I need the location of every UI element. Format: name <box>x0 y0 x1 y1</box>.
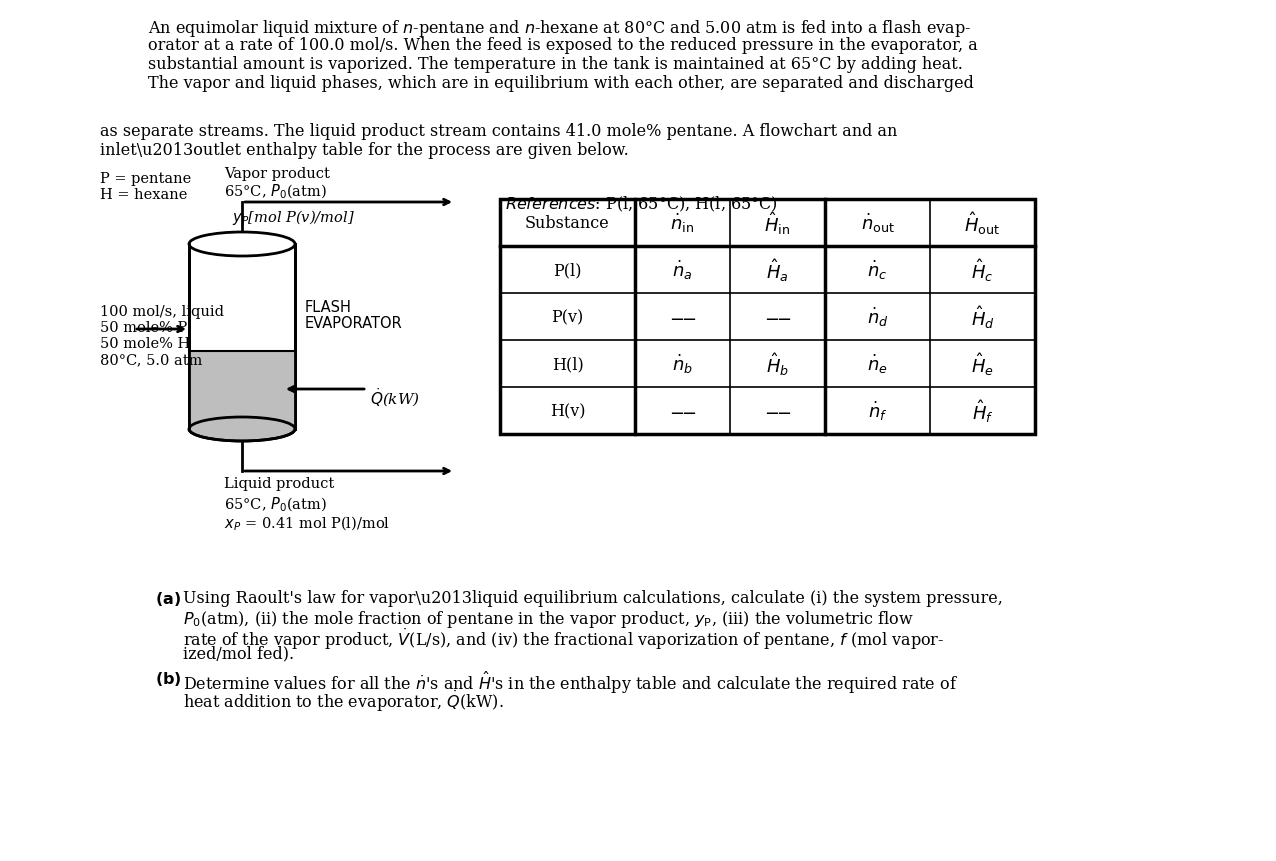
Text: as separate streams. The liquid product stream contains 41.0 mole% pentane. A fl: as separate streams. The liquid product … <box>100 123 897 139</box>
Text: orator at a rate of 100.0 mol/s. When the feed is exposed to the reduced pressur: orator at a rate of 100.0 mol/s. When th… <box>148 37 977 54</box>
Text: 65°C, $P_0$(atm): 65°C, $P_0$(atm) <box>225 495 327 514</box>
Text: $\dot{n}_{\mathrm{out}}$: $\dot{n}_{\mathrm{out}}$ <box>860 212 894 235</box>
Text: $\dot{n}_d$: $\dot{n}_d$ <box>866 306 888 329</box>
Text: $-\!\!-$: $-\!\!-$ <box>669 308 697 326</box>
Text: substantial amount is vaporized. The temperature in the tank is maintained at 65: substantial amount is vaporized. The tem… <box>148 56 963 73</box>
Text: $y_P$[mol P(v)/mol]: $y_P$[mol P(v)/mol] <box>232 208 355 226</box>
Text: Substance: Substance <box>526 214 610 232</box>
Text: $\hat{H}_c$: $\hat{H}_c$ <box>971 257 994 283</box>
Text: 80°C, 5.0 atm: 80°C, 5.0 atm <box>100 353 203 367</box>
Text: $\hat{H}_{\mathrm{out}}$: $\hat{H}_{\mathrm{out}}$ <box>965 210 1000 237</box>
Text: $\dot{n}_f$: $\dot{n}_f$ <box>868 400 887 423</box>
Text: $\hat{H}_{\mathrm{in}}$: $\hat{H}_{\mathrm{in}}$ <box>764 210 791 237</box>
Text: $\dot{n}_a$: $\dot{n}_a$ <box>672 258 693 282</box>
Text: $\dot{n}_c$: $\dot{n}_c$ <box>868 258 888 282</box>
Text: $-\!\!-$: $-\!\!-$ <box>763 308 791 326</box>
Text: FLASH: FLASH <box>305 300 352 314</box>
Bar <box>189 352 295 430</box>
Text: $\mathit{References}$: P(l, 65°C), H(l, 65°C): $\mathit{References}$: P(l, 65°C), H(l, … <box>505 195 778 214</box>
Bar <box>189 245 295 430</box>
Text: Determine values for all the $\dot{n}$'s and $\hat{H}$'s in the enthalpy table a: Determine values for all the $\dot{n}$'s… <box>182 669 958 695</box>
Ellipse shape <box>189 232 295 257</box>
Text: $\hat{H}_a$: $\hat{H}_a$ <box>766 257 789 283</box>
Text: ized/mol fed).: ized/mol fed). <box>182 645 295 662</box>
Text: EVAPORATOR: EVAPORATOR <box>305 316 403 331</box>
Text: $-\!\!-$: $-\!\!-$ <box>669 402 697 420</box>
Text: H(l): H(l) <box>551 356 583 373</box>
Bar <box>500 200 1035 435</box>
Text: Liquid product: Liquid product <box>225 476 334 491</box>
Text: P(l): P(l) <box>554 262 582 279</box>
Text: Vapor product: Vapor product <box>225 167 330 181</box>
Text: $\hat{H}_f$: $\hat{H}_f$ <box>971 398 994 424</box>
Text: inlet\u2013outlet enthalpy table for the process are given below.: inlet\u2013outlet enthalpy table for the… <box>100 142 629 158</box>
Text: 65°C, $P_0$(atm): 65°C, $P_0$(atm) <box>225 183 327 201</box>
Text: heat addition to the evaporator, $\dot{Q}$(kW).: heat addition to the evaporator, $\dot{Q… <box>182 688 504 713</box>
Text: $\dot{n}_e$: $\dot{n}_e$ <box>868 352 888 375</box>
Text: 100 mol/s, liquid: 100 mol/s, liquid <box>100 305 225 319</box>
Text: H(v): H(v) <box>550 403 586 419</box>
Text: P(v): P(v) <box>551 308 583 325</box>
Text: An equimolar liquid mixture of $n$-pentane and $n$-hexane at 80°C and 5.00 atm i: An equimolar liquid mixture of $n$-penta… <box>148 18 971 39</box>
Text: Using Raoult's law for vapor\u2013liquid equilibrium calculations, calculate (i): Using Raoult's law for vapor\u2013liquid… <box>182 589 1003 606</box>
Text: $\mathbf{(a)}$: $\mathbf{(a)}$ <box>154 589 181 607</box>
Ellipse shape <box>189 418 295 442</box>
Text: 50 mole% P: 50 mole% P <box>100 320 188 335</box>
Text: $\hat{H}_e$: $\hat{H}_e$ <box>971 350 994 377</box>
Text: The vapor and liquid phases, which are in equilibrium with each other, are separ: The vapor and liquid phases, which are i… <box>148 75 974 92</box>
Text: $\hat{H}_b$: $\hat{H}_b$ <box>766 350 789 377</box>
Text: P = pentane: P = pentane <box>100 172 191 186</box>
Text: $\mathbf{(b)}$: $\mathbf{(b)}$ <box>154 669 181 687</box>
Text: $x_P$ = 0.41 mol P(l)/mol: $x_P$ = 0.41 mol P(l)/mol <box>225 514 390 533</box>
Text: $P_0$(atm), (ii) the mole fraction of pentane in the vapor product, $y_\mathrm{P: $P_0$(atm), (ii) the mole fraction of pe… <box>182 608 914 629</box>
Text: rate of the vapor product, $\dot{V}$(L/s), and (iv) the fractional vaporization : rate of the vapor product, $\dot{V}$(L/s… <box>182 626 944 651</box>
Text: $-\!\!-$: $-\!\!-$ <box>763 402 791 420</box>
Text: $\hat{H}_d$: $\hat{H}_d$ <box>971 304 994 331</box>
Text: $\dot{n}_b$: $\dot{n}_b$ <box>672 352 693 375</box>
Text: $\dot{n}_{\mathrm{in}}$: $\dot{n}_{\mathrm{in}}$ <box>670 212 694 235</box>
Text: $\dot{Q}$(kW): $\dot{Q}$(kW) <box>370 386 420 408</box>
Text: 50 mole% H: 50 mole% H <box>100 337 190 350</box>
Text: H = hexane: H = hexane <box>100 188 188 201</box>
